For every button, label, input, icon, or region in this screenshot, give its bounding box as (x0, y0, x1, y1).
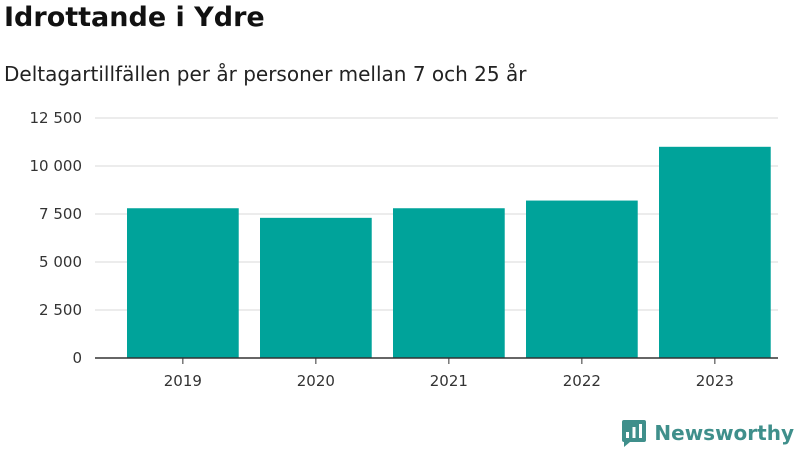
y-tick-label: 7 500 (39, 205, 82, 223)
x-tick-label: 2023 (696, 372, 734, 390)
x-tick-label: 2020 (297, 372, 335, 390)
chart-bubble-icon (622, 420, 647, 447)
x-tick-label: 2021 (430, 372, 468, 390)
y-tick-label: 12 500 (30, 109, 83, 127)
x-tick-label: 2022 (563, 372, 601, 390)
chart-title: Idrottande i Ydre (4, 2, 265, 33)
bar-2021 (393, 208, 505, 358)
bar-2022 (526, 200, 638, 358)
y-tick-label: 0 (72, 349, 82, 367)
chart-subtitle: Deltagartillfällen per år personer mella… (4, 62, 527, 86)
y-tick-label: 10 000 (30, 157, 83, 175)
y-tick-label: 5 000 (39, 253, 82, 271)
brand-logo: Newsworthy (621, 418, 794, 448)
bar-chart: 0 2 500 5 000 7 500 10 000 12 500 2019 2020 2021… (30, 109, 778, 390)
x-tick-label: 2019 (164, 372, 202, 390)
y-tick-label: 2 500 (39, 301, 82, 319)
bar-2020 (260, 217, 372, 358)
brand-name: Newsworthy (654, 421, 794, 445)
bar-2019 (127, 208, 239, 358)
bar-2023 (659, 146, 771, 358)
